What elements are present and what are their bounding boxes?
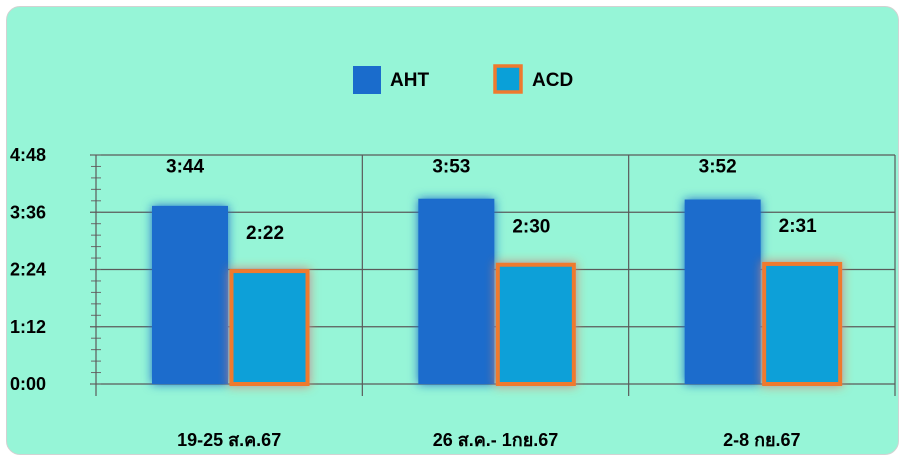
legend-label-acd: ACD: [532, 70, 573, 91]
y-tick-label: 0:00: [10, 374, 46, 394]
data-label: 2:30: [512, 217, 550, 238]
x-tick-label: 19-25 ส.ค.67: [177, 430, 281, 450]
y-tick-label: 3:36: [10, 202, 46, 222]
data-label: 3:44: [166, 157, 204, 178]
y-tick-label: 1:12: [10, 317, 46, 337]
bar-acd: [229, 269, 310, 386]
y-tick-label: 2:24: [10, 260, 46, 280]
bar-aht: [152, 205, 228, 384]
bar-aht: [684, 199, 761, 384]
data-label: 2:31: [779, 216, 817, 237]
data-label: 3:52: [699, 157, 737, 178]
legend-label-aht: AHT: [390, 70, 429, 91]
bar-acd: [762, 261, 843, 386]
data-label: 3:53: [432, 157, 470, 178]
bar-aht: [418, 198, 495, 384]
y-tick-label: 4:48: [10, 145, 46, 165]
x-tick-label: 2-8 กย.67: [723, 430, 800, 450]
data-label: 2:22: [246, 223, 284, 244]
x-tick-label: 26 ส.ค.- 1กย.67: [433, 430, 559, 450]
legend-swatch-acd: [493, 64, 523, 94]
legend-swatch-aht: [353, 66, 381, 94]
bar-acd: [495, 262, 576, 386]
